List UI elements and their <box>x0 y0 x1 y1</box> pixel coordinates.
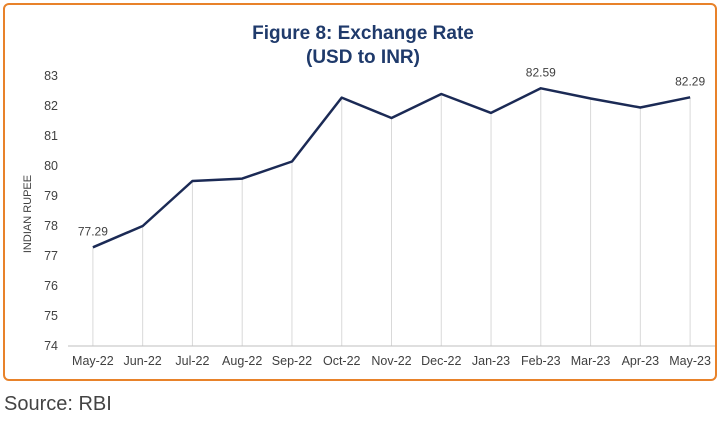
x-tick-label: Apr-23 <box>622 354 660 368</box>
y-tick-label: 74 <box>44 339 58 353</box>
line-chart: Figure 8: Exchange Rate (USD to INR) IND… <box>22 23 715 368</box>
y-tick-label: 80 <box>44 159 58 173</box>
y-tick-labels: 74 75 76 77 78 79 80 81 82 83 <box>44 69 58 353</box>
chart-subtitle: (USD to INR) <box>306 47 420 68</box>
x-tick-label: Mar-23 <box>571 354 611 368</box>
x-tick-label: Jul-22 <box>175 354 209 368</box>
x-tick-labels: May-22 Jun-22 Jul-22 Aug-22 Sep-22 Oct-22 Nov-… <box>72 354 711 368</box>
x-tick-label: Aug-22 <box>222 354 262 368</box>
y-tick-label: 75 <box>44 309 58 323</box>
drop-lines <box>92 88 691 346</box>
y-tick-label: 76 <box>44 279 58 293</box>
chart-frame: Figure 8: Exchange Rate (USD to INR) IND… <box>3 3 717 381</box>
x-tick-label: Feb-23 <box>521 354 561 368</box>
data-label: 77.29 <box>78 224 108 238</box>
y-tick-label: 82 <box>44 99 58 113</box>
x-tick-label: Oct-22 <box>323 354 361 368</box>
y-tick-label: 79 <box>44 189 58 203</box>
y-tick-label: 83 <box>44 69 58 83</box>
x-tick-label: Dec-22 <box>421 354 461 368</box>
chart-title: Figure 8: Exchange Rate <box>252 23 474 44</box>
y-tick-label: 77 <box>44 249 58 263</box>
y-tick-label: 81 <box>44 129 58 143</box>
y-tick-label: 78 <box>44 219 58 233</box>
x-tick-label: May-22 <box>72 354 114 368</box>
x-tick-label: Jun-22 <box>124 354 162 368</box>
data-label: 82.29 <box>675 74 705 88</box>
series-line <box>92 87 691 249</box>
x-tick-label: Jan-23 <box>472 354 510 368</box>
data-labels: 77.29 82.59 82.29 <box>78 65 706 238</box>
x-tick-label: May-23 <box>669 354 711 368</box>
source-note: Source: RBI <box>4 393 112 415</box>
y-axis-label: INDIAN RUPEE <box>22 175 34 253</box>
data-label: 82.59 <box>526 65 556 79</box>
x-tick-label: Nov-22 <box>371 354 411 368</box>
x-tick-label: Sep-22 <box>272 354 312 368</box>
